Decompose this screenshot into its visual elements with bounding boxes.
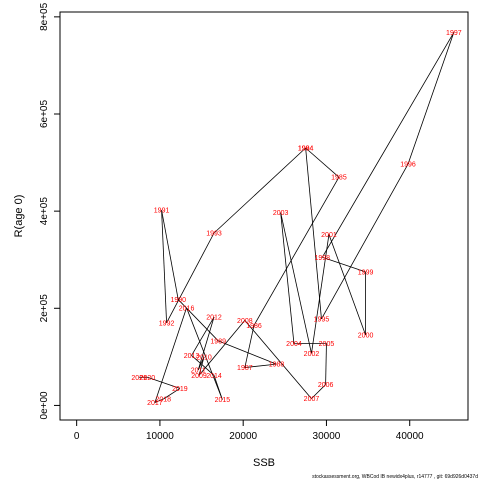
x-tick-label: 10000: [146, 431, 174, 442]
trajectory-segment: [321, 163, 409, 320]
year-label-2017: 2017: [147, 400, 163, 407]
trajectory-segment: [325, 343, 327, 385]
year-label-1989: 1989: [210, 338, 226, 345]
trajectory-segment: [177, 299, 219, 342]
trajectory-segment: [311, 384, 326, 399]
year-label-2000: 2000: [358, 333, 374, 340]
y-axis: 0e+00 2e+05 4e+05 6e+05 8e+05: [39, 2, 61, 420]
year-label-2005: 2005: [319, 341, 335, 348]
trajectory-segment: [311, 234, 330, 354]
year-label-2009: 2009: [191, 373, 207, 380]
year-label-2004: 2004: [286, 341, 302, 348]
year-label-2014: 2014: [206, 373, 222, 380]
trajectory-segment: [321, 32, 455, 258]
year-label-1985: 1985: [331, 175, 347, 182]
trajectory-segment: [328, 234, 366, 336]
trajectory-segment: [407, 32, 455, 165]
year-label-2016: 2016: [179, 305, 195, 312]
x-tick-label: 30000: [313, 431, 341, 442]
trajectory-segment: [244, 320, 312, 399]
trajectory-segment: [191, 355, 215, 376]
year-label-2002: 2002: [304, 351, 320, 358]
trajectory-segment: [244, 325, 255, 368]
trajectory-segment: [191, 316, 215, 356]
year-label-1995: 1995: [314, 316, 330, 323]
trajectory-segment: [198, 356, 205, 376]
year-label-1990: 1990: [170, 297, 186, 304]
year-label-2010: 2010: [196, 354, 212, 361]
year-label-1993: 1993: [206, 231, 222, 238]
year-label-2013: 2013: [184, 353, 200, 360]
year-label-2008: 2008: [237, 318, 253, 325]
year-label-1987: 1987: [237, 365, 253, 372]
trajectory-segment: [244, 363, 277, 368]
trajectory-segment: [161, 210, 167, 323]
x-tick-label: 0: [74, 431, 80, 442]
x-tick-label: 40000: [396, 431, 424, 442]
year-label-1992: 1992: [159, 320, 175, 327]
trajectory-segment: [253, 176, 340, 326]
year-label-2015: 2015: [215, 397, 231, 404]
year-label-2012: 2012: [206, 315, 222, 322]
year-label-2018: 2018: [155, 397, 171, 404]
x-axis-title: SSB: [253, 457, 275, 469]
year-label-2007: 2007: [304, 396, 320, 403]
footer-note: stockassessment.org, WBCod IB newidx4plu…: [312, 474, 478, 480]
y-tick-label: 0e+00: [39, 391, 50, 420]
trajectory: [139, 32, 455, 403]
year-label-1984: 1984: [298, 146, 314, 153]
trajectory-segment: [280, 212, 295, 344]
trajectory-segment: [305, 147, 322, 320]
trajectory-segment: [213, 147, 306, 234]
year-label-1986: 1986: [246, 323, 262, 330]
year-label-1999: 1999: [358, 269, 374, 276]
year-label-1988: 1988: [269, 362, 285, 369]
year-label-1991: 1991: [154, 208, 170, 215]
year-label-2006: 2006: [318, 382, 334, 389]
trajectory-segment: [305, 147, 340, 178]
trajectory-segment: [280, 212, 312, 354]
trajectory-segment: [218, 340, 277, 365]
year-label-2021: 2021: [131, 375, 147, 382]
y-axis-title: R(age 0): [13, 195, 25, 238]
x-tick-label: 20000: [229, 431, 257, 442]
trajectory-segment: [163, 388, 181, 400]
y-tick-label: 4e+05: [39, 197, 50, 226]
y-tick-label: 8e+05: [39, 2, 50, 31]
trajectory-segment: [198, 320, 246, 376]
year-label-2001: 2001: [321, 232, 337, 239]
x-axis: 0 10000 20000 30000 40000: [74, 419, 424, 442]
year-label-1996: 1996: [400, 162, 416, 169]
trajectory-segment: [154, 398, 164, 403]
y-tick-label: 6e+05: [39, 100, 50, 129]
year-label-2011: 2011: [191, 367, 206, 374]
year-label-2020: 2020: [140, 375, 156, 382]
year-labels: 1984 1985 1986 1987 1988 1989 1990 1991 1992 1993…: [131, 30, 461, 407]
trajectory-segment: [161, 210, 179, 300]
trajectory-segment: [322, 256, 366, 273]
trajectory-segment: [186, 307, 223, 400]
year-label-2003: 2003: [273, 210, 289, 217]
trajectory-segment: [197, 316, 215, 371]
y-tick-label: 2e+05: [39, 294, 50, 323]
year-label-1997: 1997: [446, 30, 462, 37]
year-label-2019: 2019: [172, 386, 188, 393]
trajectory-segment: [166, 232, 215, 324]
year-label-1994: 1994: [298, 146, 314, 153]
trajectory-segment: [154, 307, 187, 403]
trajectory-segment: [147, 376, 181, 389]
year-label-1998: 1998: [314, 255, 330, 262]
